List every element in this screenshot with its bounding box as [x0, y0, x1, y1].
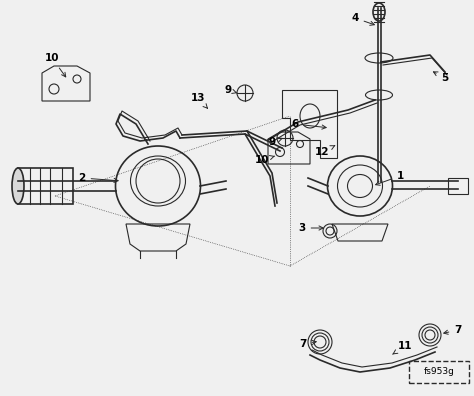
Text: fs953g: fs953g: [424, 367, 455, 377]
Ellipse shape: [12, 168, 24, 204]
Text: 4: 4: [351, 13, 374, 25]
Text: 9: 9: [224, 85, 237, 95]
Text: 3: 3: [298, 223, 323, 233]
Text: 12: 12: [315, 146, 335, 157]
Text: 7: 7: [299, 339, 316, 349]
Text: 11: 11: [392, 341, 412, 354]
Text: 9: 9: [268, 137, 282, 147]
Text: 10: 10: [255, 155, 275, 165]
Text: 13: 13: [191, 93, 208, 108]
Bar: [448, 178, 468, 194]
Text: 10: 10: [45, 53, 66, 77]
Text: 7: 7: [444, 325, 462, 335]
Text: 1: 1: [375, 171, 404, 185]
Text: 2: 2: [78, 173, 118, 183]
Bar: [18, 168, 73, 204]
Text: 6: 6: [292, 119, 326, 129]
Text: 5: 5: [433, 72, 448, 83]
